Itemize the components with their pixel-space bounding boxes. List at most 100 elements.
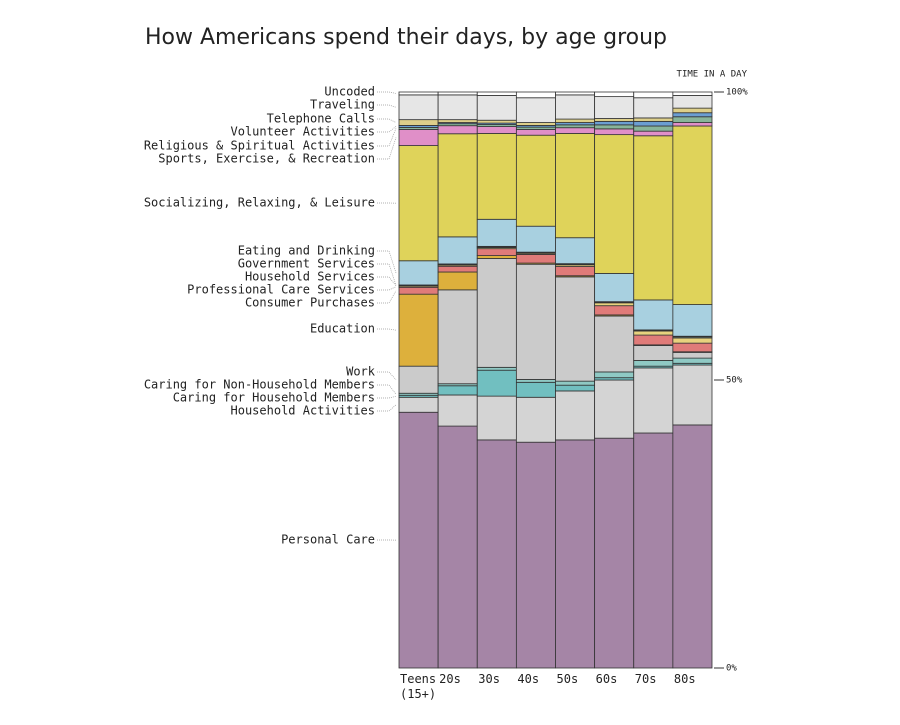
bar-segment <box>515 129 556 136</box>
leader-line <box>377 286 397 291</box>
legend-label: Personal Care <box>281 533 375 547</box>
bar-segment <box>437 133 478 238</box>
bar-segment <box>594 437 635 669</box>
bar-segment <box>476 126 517 134</box>
leader-line <box>377 290 397 304</box>
leader-line <box>377 384 397 395</box>
legend-label: Traveling <box>310 98 375 112</box>
bar-segment <box>672 95 713 109</box>
bar-segment <box>555 380 596 386</box>
bar-segment <box>594 273 635 303</box>
bar-segment <box>437 385 478 396</box>
bar-segment <box>437 289 478 385</box>
bar-segment <box>398 286 439 295</box>
bar-segment <box>594 96 635 119</box>
bar-segment <box>476 395 517 441</box>
bar-segment <box>672 424 713 669</box>
legend-label: Caring for Household Members <box>173 391 375 405</box>
legend-label: Household Activities <box>231 404 376 418</box>
bar-segment <box>555 390 596 441</box>
x-tick-label: 30s <box>478 672 500 686</box>
bar-segment <box>398 91 439 96</box>
leader-line <box>377 137 397 160</box>
legend-label: Household Services <box>245 270 375 284</box>
bar-segment <box>398 293 439 367</box>
bar-segment <box>515 396 556 443</box>
legend-label: Telephone Calls <box>267 112 375 126</box>
bar-segment <box>515 91 556 99</box>
bar-segment <box>476 248 517 256</box>
bar-segment <box>515 381 556 398</box>
legend-label: Work <box>346 365 376 379</box>
leader-line <box>377 126 397 133</box>
bar-segment <box>672 342 713 353</box>
bar-segment <box>633 299 674 331</box>
bar-segment <box>515 122 556 126</box>
bar-segment <box>437 394 478 427</box>
leader-line <box>377 404 397 412</box>
bar-segment <box>476 95 517 121</box>
legend-label: Socializing, Relaxing, & Leisure <box>144 196 375 210</box>
bar-segment <box>672 125 713 305</box>
leader-line <box>377 371 397 380</box>
legend-label: Volunteer Activities <box>231 125 376 139</box>
bar-segment <box>555 266 596 277</box>
bar-segment <box>555 384 596 392</box>
bar-segment <box>594 379 635 439</box>
bar-segment <box>437 265 478 273</box>
bar-segment <box>672 337 713 344</box>
bar-segment <box>476 133 517 220</box>
bar-segment <box>398 129 439 146</box>
bar-segment <box>594 315 635 373</box>
bar-segment <box>515 254 556 264</box>
bar-segment <box>476 255 517 259</box>
bar-segment <box>476 119 517 124</box>
leader-line <box>377 118 397 123</box>
bar-segment <box>515 134 556 227</box>
bar-segment <box>633 91 674 99</box>
bar-segment <box>672 116 713 123</box>
bar-segment <box>515 263 556 380</box>
legend-label: Caring for Non-Household Members <box>144 378 375 392</box>
bar-segment <box>555 439 596 669</box>
bar-segment <box>594 118 635 122</box>
y-tick-label: 0% <box>726 664 737 674</box>
bar-segment <box>672 351 713 359</box>
leader-line <box>377 104 397 108</box>
bar-segment <box>398 365 439 394</box>
bar-segment <box>672 304 713 337</box>
x-tick-label: 70s <box>634 672 657 686</box>
bar-segment <box>515 441 556 669</box>
bar-segment <box>476 218 517 247</box>
bar-segment <box>633 360 674 367</box>
bar-segment <box>594 124 635 130</box>
y-axis-label: TIME IN A DAY <box>677 70 748 80</box>
bar-segment <box>633 125 674 132</box>
leader-line <box>377 263 397 286</box>
bar-segment <box>555 276 596 382</box>
x-tick-label: 20s <box>439 672 461 686</box>
bar-segment <box>555 127 596 134</box>
leader-line <box>377 250 397 273</box>
bar-segment <box>398 260 439 286</box>
leader-line <box>377 91 397 94</box>
leader-line <box>377 395 397 399</box>
bar-segment <box>398 145 439 262</box>
legend-label: Religious & Spiritual Activities <box>144 139 375 153</box>
x-tick-label: 40s <box>517 672 540 686</box>
bar-segment <box>476 439 517 669</box>
bar-segment <box>515 97 556 123</box>
bar-segment <box>594 302 635 307</box>
bar-segment <box>555 94 596 120</box>
bar-segment <box>633 120 674 127</box>
bar-segment <box>633 330 674 336</box>
bar-segment <box>476 366 517 371</box>
bar-segment <box>594 120 635 126</box>
bar-segment <box>398 396 439 413</box>
bar-segment <box>555 124 596 129</box>
bar-segment <box>476 91 517 96</box>
bar-segment <box>437 125 478 135</box>
bar-segment <box>633 135 674 301</box>
bar-segment <box>594 91 635 98</box>
